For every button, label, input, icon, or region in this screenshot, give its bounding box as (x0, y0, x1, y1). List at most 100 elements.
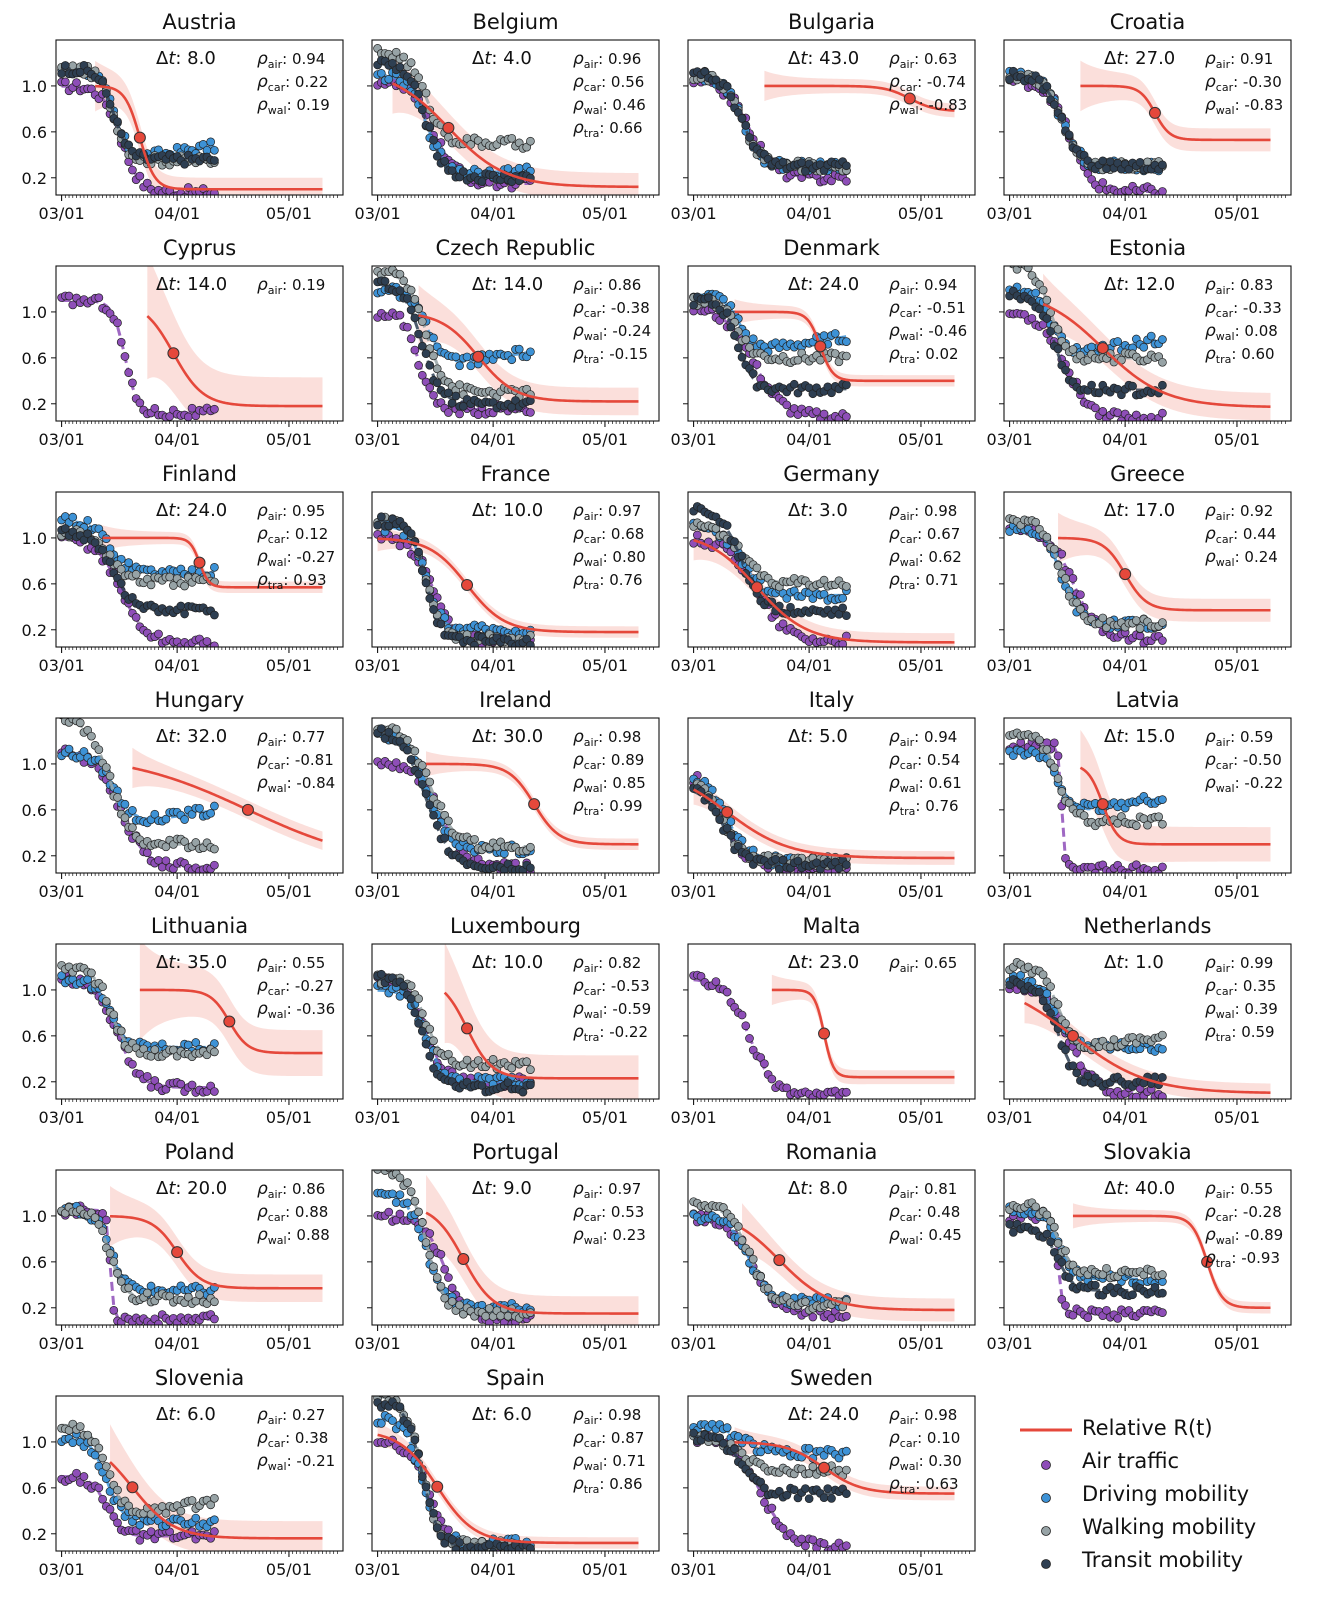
series-point (187, 1080, 197, 1090)
delta-t-label: Δt: 32.0 (156, 726, 227, 747)
series-point (1124, 164, 1134, 174)
x-tick-label: 03/01 (39, 430, 85, 449)
series-point (414, 769, 423, 779)
series-point (741, 1021, 751, 1031)
series-point (440, 156, 450, 166)
x-tick-label: 03/01 (671, 430, 717, 449)
series-point (827, 176, 836, 186)
series-point (425, 1051, 435, 1061)
rt-midpoint-marker (814, 340, 827, 353)
series-point (403, 745, 412, 755)
series-point (429, 605, 438, 614)
x-tick-label: 03/01 (39, 656, 85, 675)
series-point (399, 276, 409, 286)
x-tick-label: 03/01 (987, 430, 1033, 449)
series-point (842, 176, 851, 186)
x-tick-label: 05/01 (898, 430, 944, 449)
series-point (842, 582, 851, 591)
series-point (1143, 820, 1152, 830)
series-point (429, 390, 438, 400)
series-point (1035, 735, 1044, 745)
series-point (455, 409, 464, 419)
rho-label: ρair: 0.55 (257, 953, 325, 975)
country-panel: Lithuania 1.0 0.6 0.2 03/01 04/01 05/01 Δt: 35.… (22, 914, 344, 1127)
x-tick-label: 03/01 (671, 1108, 717, 1127)
series-point (1102, 164, 1111, 174)
series-point (210, 844, 219, 854)
y-tick-label: 0.2 (22, 395, 47, 414)
rho-label: ρwal: 0.80 (573, 547, 646, 569)
series-point (1031, 517, 1041, 527)
series-point (150, 1045, 160, 1054)
rho-label: ρcar: -0.53 (573, 976, 650, 998)
series-point (518, 1087, 528, 1097)
series-point (109, 1010, 119, 1020)
series-point (1053, 999, 1063, 1009)
y-tick-label: 0.2 (22, 847, 47, 866)
series-point (748, 369, 758, 378)
series-point (526, 863, 535, 873)
rho-label: ρair: 0.19 (257, 275, 325, 297)
series-point (210, 1047, 219, 1057)
panel-title: Cyprus (163, 236, 236, 260)
rho-label: ρcar: 0.67 (889, 524, 960, 546)
x-tick-label: 05/01 (266, 882, 312, 901)
series-point (417, 1009, 427, 1018)
x-tick-label: 05/01 (582, 1108, 628, 1127)
series-point (395, 310, 405, 320)
series-point (1035, 75, 1044, 84)
x-tick-label: 03/01 (355, 204, 401, 223)
series-point (1042, 314, 1052, 323)
rt-confidence-band (102, 525, 323, 594)
series-point (444, 388, 453, 398)
series-point (733, 343, 743, 353)
series-point (455, 361, 464, 371)
series-fit-line (1009, 751, 1163, 811)
x-tick-label: 04/01 (154, 656, 200, 675)
series-point (142, 848, 152, 858)
series-point (410, 80, 420, 90)
panel-title: Bulgaria (788, 10, 875, 34)
series-point (101, 763, 111, 772)
series-point (842, 351, 851, 361)
series-point (737, 1010, 747, 1020)
series-point (417, 317, 427, 326)
delta-t-label: Δt: 10.0 (472, 500, 543, 521)
rho-label: ρcar: 0.22 (257, 72, 328, 94)
rt-line (146, 315, 323, 408)
series-point (842, 337, 851, 346)
series-point (57, 971, 66, 980)
series-point (1068, 1061, 1078, 1071)
series-point (410, 313, 420, 323)
series-point (526, 1065, 535, 1074)
series-point (113, 117, 122, 126)
series-point (87, 968, 96, 978)
rt-midpoint-marker (1066, 1029, 1079, 1042)
series-point (722, 521, 732, 530)
country-panel: Finland 1.0 0.6 0.2 03/01 04/01 05/01 Δt: 24.0 ρ… (22, 462, 344, 675)
series-point (176, 601, 186, 611)
series-point (68, 512, 78, 522)
series-point (105, 771, 115, 781)
y-tick-label: 0.6 (22, 575, 47, 594)
x-tick-label: 03/01 (355, 1108, 401, 1127)
rt-line (391, 82, 639, 189)
rt-line (692, 788, 955, 860)
panel-data (57, 718, 323, 873)
series-point (210, 404, 219, 414)
x-tick-label: 04/01 (154, 1108, 200, 1127)
rho-label: ρwal: 0.85 (573, 773, 646, 795)
rho-label: ρcar: -0.27 (257, 976, 334, 998)
series-point (1012, 266, 1022, 274)
x-tick-label: 04/01 (1102, 882, 1148, 901)
series-point (120, 352, 130, 361)
series-point (1046, 982, 1055, 991)
series-point (1131, 821, 1141, 831)
series-point (745, 852, 754, 862)
panel-data (373, 723, 639, 873)
series-point (1090, 403, 1100, 413)
panel-title: Lithuania (151, 914, 248, 938)
rho-label: ρcar: 0.89 (573, 750, 644, 772)
country-panel: Ireland 03/01 04/01 05/01 Δt: 30.0 ρair: 0.98… (355, 688, 660, 901)
